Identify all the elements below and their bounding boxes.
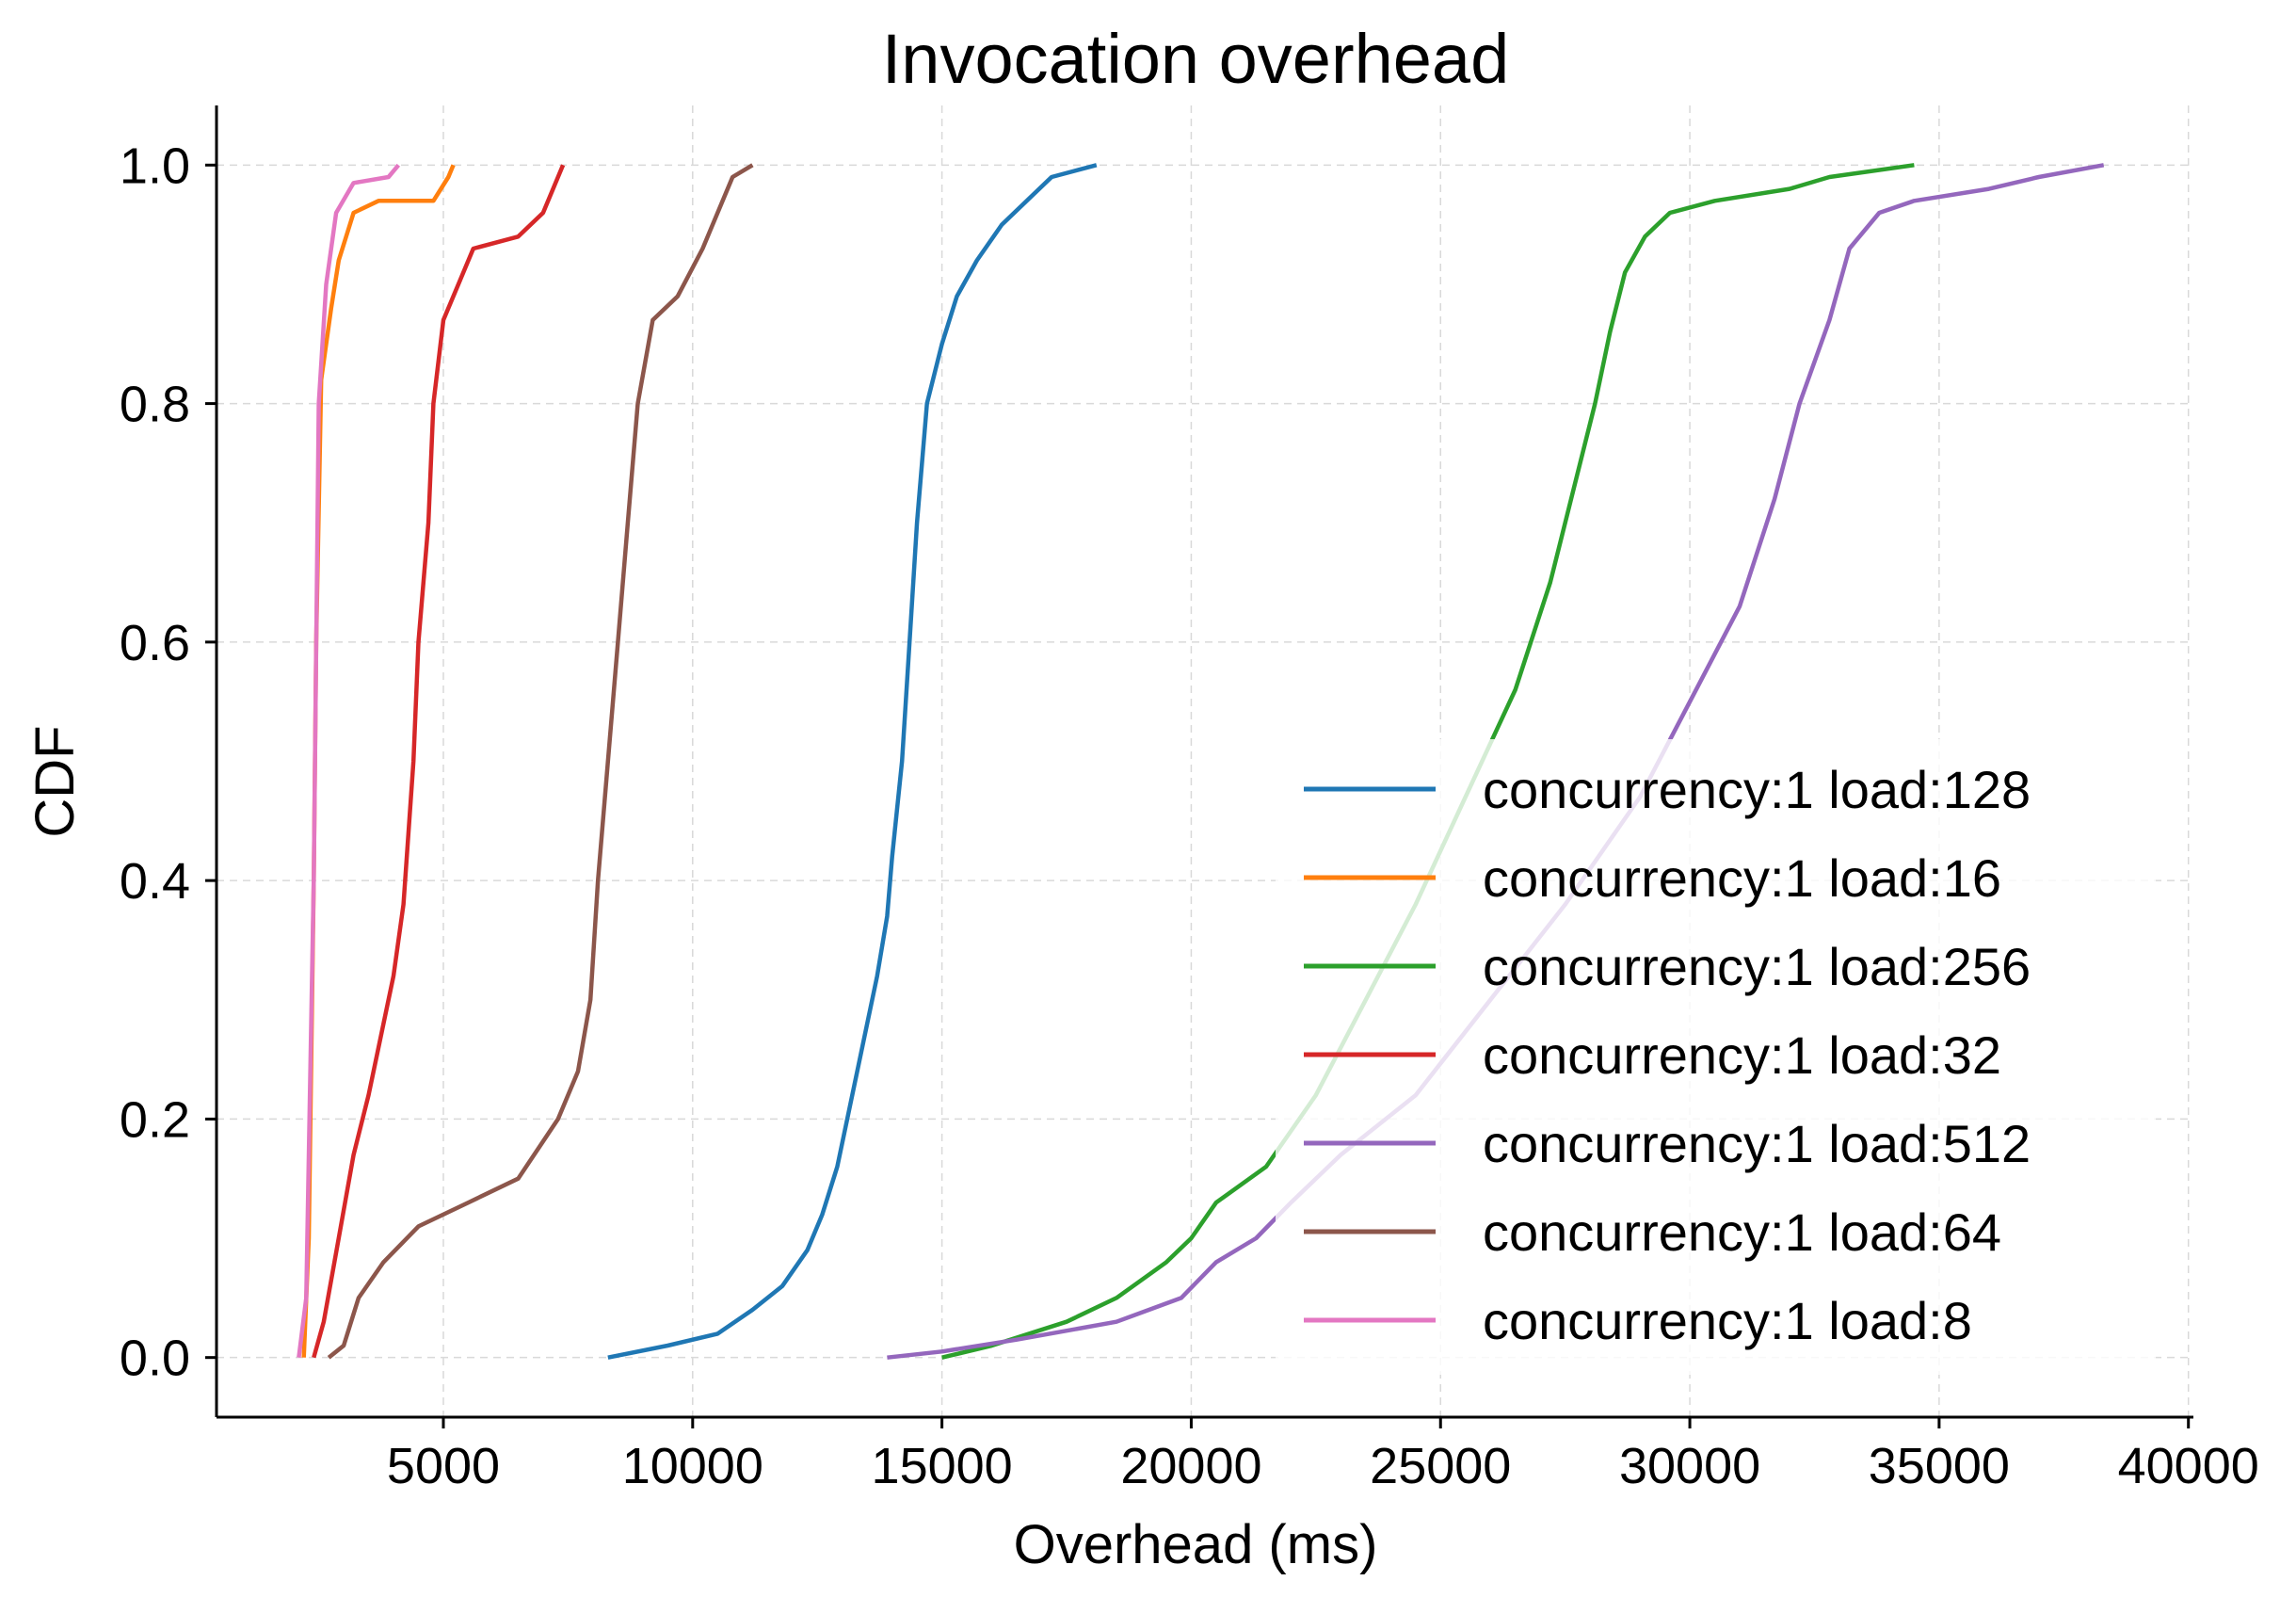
axes: 5000 10000 15000 20000 25000 30000 35000 40000 0…	[120, 105, 2259, 1494]
x-tick-label: 10000	[622, 1438, 763, 1494]
x-axis-label: Overhead (ms)	[1014, 1514, 1378, 1575]
series-line	[607, 163, 1098, 1360]
x-tick-label: 5000	[387, 1438, 500, 1494]
legend-label: concurrency:1 load:128	[1483, 760, 2031, 819]
series-line	[297, 163, 401, 1358]
x-tick-label: 15000	[872, 1438, 1013, 1494]
legend-label: concurrency:1 load:32	[1483, 1025, 2001, 1085]
legend-label: concurrency:1 load:256	[1483, 937, 2031, 996]
legend-label: concurrency:1 load:8	[1483, 1291, 1972, 1350]
y-tick-label: 0.4	[120, 853, 190, 910]
y-tick-label: 0.6	[120, 615, 190, 671]
y-tick-label: 0.0	[120, 1331, 190, 1387]
x-tick-label: 30000	[1619, 1438, 1760, 1494]
x-tick-label: 20000	[1120, 1438, 1261, 1494]
legend: concurrency:1 load:128 concurrency:1 load…	[1276, 739, 2156, 1375]
y-axis-label: CDF	[24, 725, 86, 837]
series-line	[327, 163, 754, 1360]
series-line	[301, 164, 456, 1358]
x-tick-label: 40000	[2118, 1438, 2259, 1494]
y-tick-label: 1.0	[120, 137, 190, 194]
series-line	[312, 164, 566, 1359]
x-tick-label: 35000	[1869, 1438, 2010, 1494]
chart-title: Invocation overhead	[882, 20, 1509, 98]
legend-label: concurrency:1 load:16	[1483, 848, 2001, 908]
y-tick-label: 0.8	[120, 377, 190, 433]
legend-label: concurrency:1 load:512	[1483, 1114, 2031, 1173]
y-tick-label: 0.2	[120, 1091, 190, 1148]
x-tick-label: 25000	[1370, 1438, 1511, 1494]
legend-label: concurrency:1 load:64	[1483, 1202, 2001, 1262]
